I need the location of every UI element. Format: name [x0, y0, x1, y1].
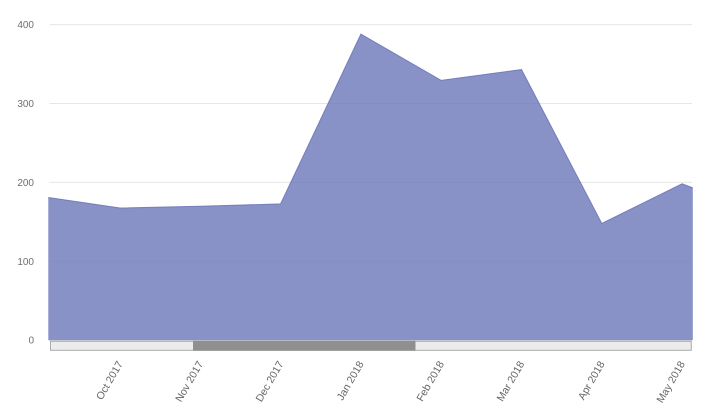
svg-text:300: 300 — [17, 99, 34, 110]
svg-text:100: 100 — [17, 257, 34, 268]
svg-text:200: 200 — [17, 178, 34, 189]
svg-text:400: 400 — [17, 20, 34, 31]
svg-text:0: 0 — [28, 336, 34, 347]
